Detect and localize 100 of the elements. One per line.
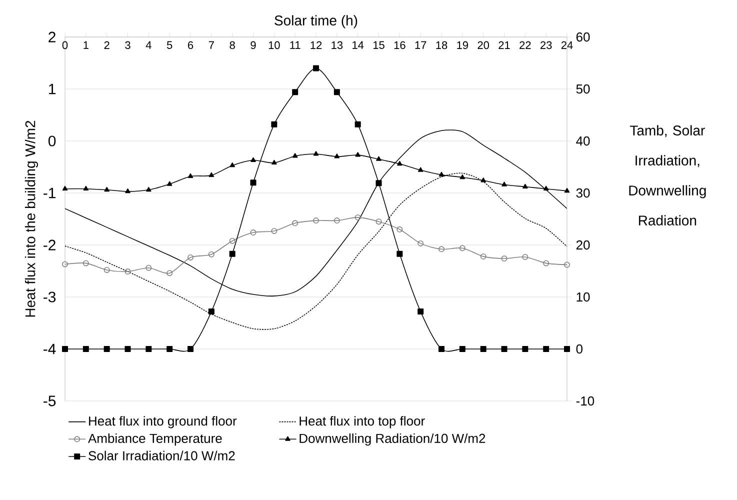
point: [334, 218, 340, 224]
point: [125, 188, 130, 194]
x-tick-label: 16: [394, 41, 406, 50]
point: [166, 346, 173, 352]
point: [208, 172, 214, 178]
point: [438, 172, 444, 176]
point: [543, 260, 550, 266]
x-tick-label: 17: [415, 41, 426, 49]
y2-tick-label: 40: [576, 136, 590, 146]
point: [564, 188, 570, 193]
y-tick-label: -2: [44, 240, 56, 250]
x-tick-label: 22: [520, 41, 531, 49]
point: [124, 346, 131, 352]
text: Tamb, Solar Irradiation, Downwelling Radiation: [629, 125, 706, 226]
y2-tick-label: 0: [576, 344, 583, 354]
point: [188, 173, 194, 178]
point: [376, 180, 382, 186]
point: [271, 228, 278, 234]
point: [418, 240, 424, 246]
point: [82, 346, 89, 352]
point: [62, 346, 68, 352]
point: [166, 181, 172, 186]
point: [502, 182, 507, 186]
x-tick-label: 2: [104, 41, 110, 49]
point: [480, 346, 486, 352]
point: [292, 89, 298, 96]
y-tick-label: 1: [49, 84, 56, 94]
point: [480, 253, 486, 260]
x-tick-label: 23: [540, 41, 552, 50]
point: [166, 270, 173, 276]
point: [522, 254, 528, 260]
point: [501, 256, 508, 262]
x-tick-label: 10: [268, 41, 280, 50]
x-tick-label: 4: [146, 41, 152, 49]
y2-tick-label: -10: [576, 396, 594, 406]
point: [208, 251, 214, 258]
point: [313, 151, 319, 156]
point: [83, 186, 89, 191]
y2-tick-label: 30: [576, 188, 590, 198]
point: [397, 160, 402, 166]
point: [271, 121, 278, 128]
y2-tick-label: 20: [576, 240, 590, 250]
y-tick-label: 0: [48, 136, 56, 146]
x-tick-label: 24: [561, 41, 573, 49]
x-tick-label: 13: [332, 41, 343, 50]
point: [104, 346, 110, 352]
point: [376, 218, 382, 225]
point: [62, 186, 68, 191]
point: [418, 167, 424, 172]
y2-tick-label: 60: [576, 32, 590, 42]
point: [208, 308, 214, 315]
point: [376, 156, 382, 161]
x-tick-label: 15: [373, 41, 384, 49]
point: [459, 245, 466, 252]
x-tick-label: 6: [188, 41, 194, 50]
x-tick-label: 20: [478, 41, 490, 50]
point: [564, 346, 570, 352]
y-tick-label: -5: [44, 396, 56, 406]
point: [104, 266, 110, 273]
x-tick-label: 19: [457, 41, 468, 50]
point: [501, 346, 508, 352]
point: [543, 346, 550, 352]
x-tick-label: 9: [250, 41, 256, 50]
x-tick-label: 8: [230, 41, 235, 50]
x-tick-label: 14: [352, 41, 364, 49]
point: [292, 153, 298, 158]
point: [104, 186, 110, 192]
legend-label: Solar Irradiation/10 W/m2: [88, 450, 235, 460]
legend-label: Ambiance Temperature: [88, 433, 222, 446]
point: [146, 186, 152, 192]
point: [188, 346, 194, 352]
y2-tick-label: 10: [576, 292, 590, 302]
point: [250, 230, 256, 236]
y-tick-label: -3: [44, 292, 56, 302]
legend-label: Downwelling Radiation/10 W/m2: [300, 433, 486, 446]
point: [124, 268, 131, 275]
point: [460, 174, 466, 180]
y-tick-label: -4: [44, 344, 56, 354]
point: [313, 218, 319, 224]
y-axis-title: Heat flux into the building W/m2: [24, 120, 38, 317]
x-tick-label: 11: [290, 41, 300, 49]
point: [334, 154, 340, 158]
x-axis-title: Solar time (h): [274, 15, 358, 28]
legend-label: Heat flux into ground floor: [89, 416, 237, 428]
x-tick-label: 12: [310, 41, 322, 49]
point: [543, 186, 549, 191]
point: [82, 260, 89, 266]
point: [272, 160, 277, 165]
x-tick-label: 3: [125, 41, 130, 50]
point: [355, 152, 360, 157]
point: [250, 180, 256, 186]
legend-label: Heat flux into top floor: [300, 416, 425, 428]
point: [250, 157, 256, 162]
y-tick-label: -1: [44, 188, 56, 198]
point: [229, 238, 236, 244]
point: [418, 308, 424, 315]
point: [229, 250, 236, 257]
point: [480, 178, 486, 182]
point: [334, 89, 340, 96]
point: [313, 65, 319, 72]
